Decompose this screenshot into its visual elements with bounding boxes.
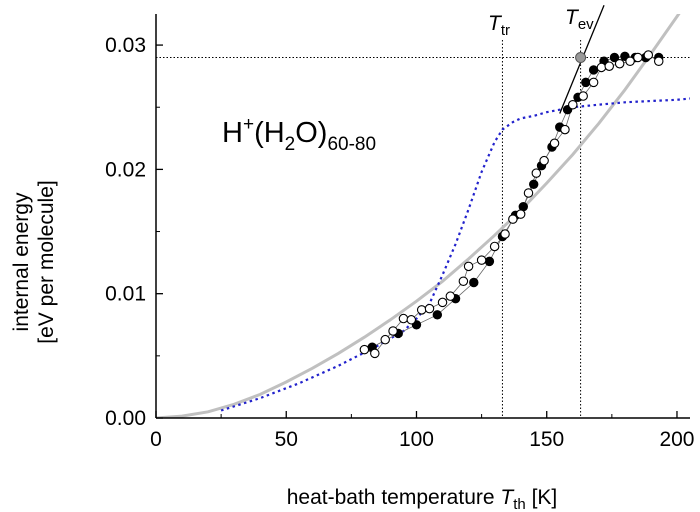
point-open	[578, 91, 588, 101]
point-open	[633, 52, 643, 63]
point-filled	[581, 77, 591, 88]
formula-mid: (H	[254, 117, 285, 149]
point-open	[359, 344, 370, 355]
formula-sup: +	[243, 114, 254, 135]
point-open	[476, 255, 487, 265]
t-ev-label: Tev	[565, 6, 594, 33]
formula-sub2: 2	[285, 134, 296, 155]
point-open	[515, 209, 526, 219]
point-open	[398, 313, 409, 324]
point-filled	[609, 52, 620, 63]
t-ev-label-main: T	[565, 6, 580, 29]
point-open	[523, 188, 534, 198]
y-axis-label-line2: [eV per molecule]	[35, 180, 58, 343]
formula-base: H	[222, 117, 243, 149]
x-tick-label: 100	[399, 428, 434, 451]
tangent-marker	[575, 52, 587, 64]
point-open	[531, 168, 542, 178]
point-open	[596, 62, 607, 73]
point-open	[445, 291, 456, 301]
t-tr-label-sub: tr	[501, 22, 510, 39]
x-axis-label-main: heat-bath temperature	[287, 486, 501, 509]
formula-tail: O)	[295, 117, 327, 149]
point-filled	[432, 310, 443, 320]
y-tick-label: 0.03	[105, 34, 146, 57]
point-open	[625, 56, 635, 66]
point-open	[463, 261, 474, 272]
x-tick-label: 150	[529, 428, 564, 451]
x-tick-label: 50	[275, 428, 298, 451]
point-open	[614, 58, 625, 69]
point-open	[568, 99, 578, 110]
point-open	[416, 305, 427, 315]
point-filled	[588, 65, 599, 75]
point-open	[604, 61, 614, 71]
point-open	[424, 303, 435, 314]
point-open	[643, 50, 654, 60]
point-open	[370, 348, 380, 359]
point-open	[489, 241, 500, 252]
y-axis-label: internal energy [eV per molecule]	[10, 180, 58, 343]
point-filled	[469, 277, 479, 288]
point-open	[437, 297, 448, 308]
point-filled	[484, 256, 495, 267]
point-open	[458, 276, 469, 287]
x-axis-label-symbol: T	[500, 486, 515, 509]
series-gray-curve	[156, 14, 681, 418]
point-open	[508, 214, 518, 224]
point-open	[539, 155, 549, 166]
x-axis-label: heat-bath temperature Tth [K]	[287, 486, 558, 512]
point-open	[500, 229, 510, 239]
point-filled	[529, 179, 539, 190]
point-open	[380, 334, 390, 345]
x-axis-label-unit: [K]	[526, 486, 558, 509]
t-ev-label-sub: ev	[578, 16, 594, 33]
y-axis-label-line1: internal energy	[10, 192, 33, 331]
point-open	[388, 326, 398, 336]
point-open	[406, 315, 417, 325]
x-tick-label: 200	[659, 428, 694, 451]
point-open	[560, 124, 570, 135]
y-tick-label: 0.00	[105, 407, 146, 430]
y-tick-label: 0.01	[105, 283, 146, 306]
x-axis-label-subscript: th	[513, 496, 526, 512]
t-tr-label: Ttr	[488, 12, 510, 39]
y-tick-label: 0.02	[105, 158, 146, 181]
formula-annotation: H+(H2O)60-80	[222, 114, 376, 155]
x-tick-label: 0	[150, 428, 162, 451]
point-open	[653, 56, 664, 66]
formula-sub: 60-80	[327, 134, 376, 155]
t-tr-label-main: T	[488, 12, 503, 35]
point-open	[549, 138, 560, 149]
point-open	[588, 77, 599, 88]
